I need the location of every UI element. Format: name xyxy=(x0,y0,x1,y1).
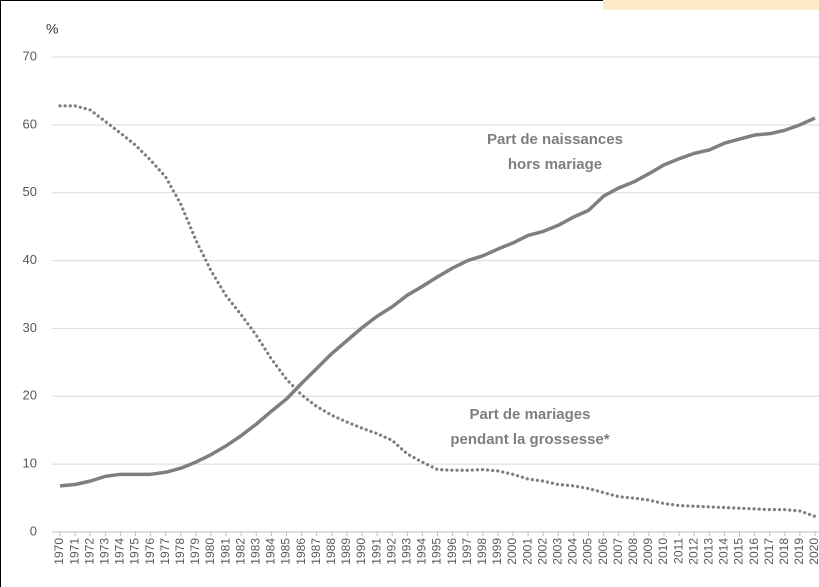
series-line xyxy=(58,104,817,518)
x-tick-label: 1970 xyxy=(52,538,66,565)
x-tick-label: 1981 xyxy=(218,538,232,565)
x-tick-label: 1977 xyxy=(158,538,172,565)
header-tab xyxy=(603,0,819,10)
x-tick-label: 2007 xyxy=(611,538,625,565)
x-tick-label: 1990 xyxy=(354,538,368,565)
x-tick-label: 2020 xyxy=(807,538,819,565)
x-tick-label: 2019 xyxy=(792,538,806,565)
x-tick-label: 1998 xyxy=(475,538,489,565)
y-axis-label: % xyxy=(46,21,58,37)
x-tick-label: 1994 xyxy=(415,538,429,565)
series-line xyxy=(59,116,816,488)
x-tick-label: 1978 xyxy=(173,538,187,565)
series-label: Part de naissances xyxy=(487,131,623,148)
x-tick-label: 1973 xyxy=(97,538,111,565)
x-tick-label: 2017 xyxy=(762,538,776,565)
x-tick-label: 1984 xyxy=(264,538,278,565)
x-tick-label: 2009 xyxy=(641,538,655,565)
x-tick-label: 2008 xyxy=(626,538,640,565)
x-tick-label: 1975 xyxy=(128,538,142,565)
y-tick-label: 60 xyxy=(23,116,37,131)
y-tick-label: 0 xyxy=(30,523,37,538)
x-tick-label: 2011 xyxy=(671,538,685,564)
x-tick-label: 1987 xyxy=(309,538,323,565)
x-tick-label: 1980 xyxy=(203,538,217,565)
y-tick-label: 30 xyxy=(23,320,37,335)
x-tick-label: 2013 xyxy=(701,538,715,565)
x-tick-label: 2012 xyxy=(686,538,700,565)
x-tick-label: 1986 xyxy=(294,538,308,565)
y-tick-label: 50 xyxy=(23,184,37,199)
x-tick-label: 1979 xyxy=(188,538,202,565)
x-tick-label: 2016 xyxy=(747,538,761,565)
x-tick-label: 2005 xyxy=(581,538,595,565)
x-tick-label: 1972 xyxy=(82,538,96,565)
x-tick-label: 1989 xyxy=(339,538,353,565)
x-tick-label: 1999 xyxy=(490,538,504,565)
series-label: Part de mariages xyxy=(470,406,591,423)
x-tick-label: 1993 xyxy=(399,538,413,565)
x-tick-label: 1992 xyxy=(384,538,398,565)
x-tick-label: 2010 xyxy=(656,538,670,565)
series-label: pendant la grossesse* xyxy=(450,431,609,448)
series-label: hors mariage xyxy=(508,156,602,173)
y-tick-label: 70 xyxy=(23,48,37,63)
x-tick-label: 2014 xyxy=(717,538,731,565)
x-tick-label: 2000 xyxy=(505,538,519,565)
x-tick-label: 1988 xyxy=(324,538,338,565)
x-tick-label: 1971 xyxy=(67,538,81,565)
x-tick-label: 1983 xyxy=(248,538,262,565)
x-tick-label: 2015 xyxy=(732,538,746,565)
x-tick-label: 1996 xyxy=(445,538,459,565)
x-tick-label: 1991 xyxy=(369,538,383,565)
x-tick-label: 1997 xyxy=(460,538,474,565)
x-tick-label: 2003 xyxy=(550,538,564,565)
x-tick-label: 2006 xyxy=(596,538,610,565)
y-tick-label: 40 xyxy=(23,252,37,267)
x-tick-label: 2018 xyxy=(777,538,791,565)
y-tick-label: 20 xyxy=(23,388,37,403)
x-tick-label: 2002 xyxy=(535,538,549,565)
x-tick-label: 1976 xyxy=(143,538,157,565)
x-tick-label: 2001 xyxy=(520,538,534,565)
y-tick-label: 10 xyxy=(23,456,37,471)
x-tick-label: 1985 xyxy=(279,538,293,565)
x-tick-label: 1982 xyxy=(233,538,247,565)
x-tick-label: 2004 xyxy=(566,538,580,565)
x-tick-label: 1974 xyxy=(113,538,127,565)
x-tick-label: 1995 xyxy=(430,538,444,565)
